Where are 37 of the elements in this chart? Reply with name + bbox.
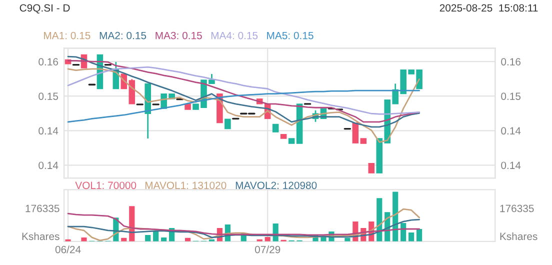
y2-tick-label: 0.14 [501, 127, 521, 135]
line-series [67, 66, 420, 115]
series-label: VOL1: 70000 [75, 182, 136, 190]
text: 2025-08-25 15:08:11 [440, 4, 538, 12]
text: MAVOL2: 120980 [236, 182, 317, 190]
bar [81, 237, 87, 242]
bar [145, 234, 151, 242]
bar [416, 228, 422, 242]
candlestick [352, 122, 359, 144]
text: MA3: 0.15 [156, 32, 202, 40]
y2-tick-label: 0.15 [501, 92, 521, 100]
bar [400, 223, 406, 242]
bar [408, 232, 414, 242]
y2-tick-label: 0.16 [501, 58, 521, 66]
text: 176335 [500, 204, 534, 212]
text: MA5: 0.15 [267, 32, 314, 40]
line-series [67, 90, 420, 123]
text: 176335 [26, 204, 60, 212]
text: Kshares [500, 232, 538, 240]
text: MA1: 0.15 [44, 32, 90, 40]
candlestick [128, 78, 136, 105]
text: MAVOL1: 131020 [145, 182, 226, 190]
text: MA2: 0.15 [100, 32, 146, 40]
y-tick-label: 0.15 [38, 92, 58, 100]
x-tick-label: 07/29 [254, 246, 280, 254]
candlestick [368, 162, 375, 174]
y-tick-label: 0.14 [38, 127, 58, 135]
candlestick [224, 118, 231, 130]
y-tick-label: 0.16 [38, 58, 58, 66]
y-tick-label: 0.14 [38, 162, 58, 170]
chart-title: C9Q.SI - D [20, 4, 70, 14]
text: MA4: 0.15 [211, 32, 258, 40]
text: Kshares [22, 232, 60, 240]
line-series [67, 68, 420, 143]
bar [320, 236, 326, 242]
y2-tick-label: 0.14 [501, 162, 521, 170]
x-tick-label: 06/24 [55, 246, 81, 254]
